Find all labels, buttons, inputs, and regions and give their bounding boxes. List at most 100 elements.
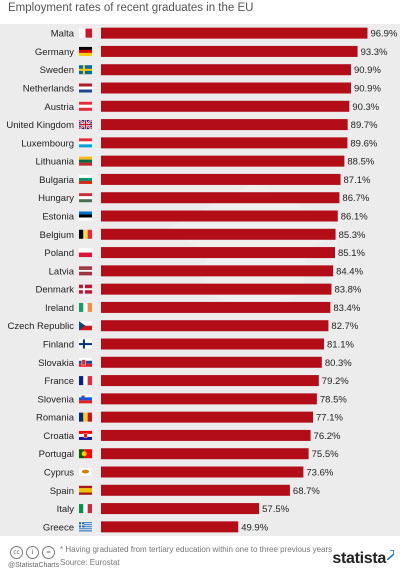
country-label: Cyprus (44, 468, 74, 479)
bar (101, 137, 348, 149)
statista-logo[interactable]: statista (332, 550, 386, 567)
bar (101, 265, 334, 277)
austria-flag-icon (79, 101, 92, 111)
latvia-flag-icon (79, 266, 92, 276)
value-label: 89.7% (351, 120, 378, 131)
value-label: 49.9% (241, 522, 268, 533)
country-label: Sweden (40, 65, 74, 76)
source-text: Source: Eurostat (60, 558, 120, 567)
croatia-flag-icon (79, 430, 92, 440)
value-label: 79.2% (322, 376, 349, 387)
denmark-flag-icon (79, 284, 92, 294)
bar (101, 228, 336, 240)
country-label: Poland (44, 248, 74, 259)
bar (101, 155, 345, 167)
bar (101, 375, 319, 387)
country-label: Luxembourg (21, 138, 74, 149)
united-kingdom-flag-icon (78, 119, 93, 130)
value-label: 78.5% (320, 394, 347, 405)
value-label: 89.6% (350, 138, 377, 149)
statista-arrow-icon (387, 550, 394, 560)
value-label: 85.3% (339, 230, 366, 241)
value-label: 82.7% (331, 321, 358, 332)
country-label: Denmark (35, 285, 74, 296)
finland-flag-icon (79, 339, 92, 349)
value-label: 96.9% (370, 29, 397, 40)
estonia-flag-icon (79, 211, 92, 221)
country-label: Czech Republic (7, 321, 74, 332)
romania-flag-icon (79, 412, 92, 422)
nd-icon: = (42, 546, 55, 559)
cc-icon: cc (10, 546, 23, 559)
chart-area: Malta 96.9% Germany 93.3% Sweden 90.9% Netherl… (0, 24, 400, 536)
greece-flag-icon (79, 522, 92, 532)
bar (101, 210, 338, 222)
bulgaria-flag-icon (79, 174, 92, 184)
value-label: 81.1% (327, 340, 354, 351)
country-label: United Kingdom (6, 120, 74, 131)
bar (101, 448, 309, 460)
bar (101, 338, 325, 350)
bar (101, 192, 340, 204)
value-label: 86.1% (341, 212, 368, 223)
footnote: * Having graduated from tertiary educati… (60, 545, 333, 554)
bar-chart: Malta 96.9% Germany 93.3% Sweden 90.9% Netherl… (6, 27, 398, 533)
france-flag-icon (79, 376, 92, 386)
country-label: Slovakia (38, 358, 75, 369)
czech-republic-flag-icon (79, 321, 92, 331)
bar (101, 173, 341, 185)
value-label: 80.3% (325, 358, 352, 369)
by-icon: i (26, 546, 39, 559)
bar (101, 119, 348, 131)
value-label: 83.4% (333, 303, 360, 314)
bar (101, 484, 290, 496)
country-label: Lithuania (35, 157, 74, 168)
bar (101, 429, 311, 441)
value-label: 90.9% (354, 65, 381, 76)
value-label: 93.3% (361, 47, 388, 58)
country-label: Croatia (43, 431, 74, 442)
slovakia-flag-icon (79, 357, 92, 367)
bar (101, 356, 322, 368)
social-handle: @StatistaCharts (8, 562, 60, 569)
portugal-flag-icon (79, 449, 92, 459)
sweden-flag-icon (79, 65, 92, 75)
value-label: 86.7% (342, 193, 369, 204)
malta-flag-icon (79, 28, 92, 38)
country-label: Austria (44, 102, 74, 113)
value-label: 57.5% (262, 504, 289, 515)
bar (101, 503, 260, 515)
belgium-flag-icon (79, 229, 92, 239)
hungary-flag-icon (79, 193, 92, 203)
germany-flag-icon (79, 46, 92, 56)
value-label: 83.8% (334, 285, 361, 296)
poland-flag-icon (79, 248, 92, 258)
value-label: 84.4% (336, 266, 363, 277)
ireland-flag-icon (79, 302, 92, 312)
country-label: Germany (35, 47, 74, 58)
country-label: Greece (43, 522, 74, 533)
country-label: France (44, 376, 74, 387)
footer: cc i = @StatistaCharts * Having graduate… (0, 536, 400, 576)
slovenia-flag-icon (79, 394, 92, 404)
spain-flag-icon (79, 485, 92, 495)
value-label: 77.1% (316, 413, 343, 424)
country-label: Italy (57, 504, 75, 515)
value-label: 73.6% (306, 468, 333, 479)
country-label: Estonia (42, 212, 74, 223)
country-label: Malta (51, 29, 75, 40)
value-label: 88.5% (347, 157, 374, 168)
netherlands-flag-icon (79, 83, 92, 93)
country-label: Hungary (38, 193, 74, 204)
lithuania-flag-icon (79, 156, 92, 166)
bar (101, 64, 351, 76)
country-label: Netherlands (23, 84, 74, 95)
bar (101, 247, 336, 259)
bar (101, 45, 358, 57)
value-label: 90.9% (354, 84, 381, 95)
bar (101, 320, 329, 332)
luxembourg-flag-icon (79, 138, 92, 148)
value-label: 85.1% (338, 248, 365, 259)
bar (101, 521, 239, 533)
bar (101, 411, 314, 423)
